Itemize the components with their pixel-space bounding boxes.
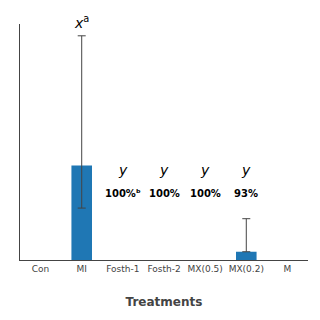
svg-text:93%: 93% [234, 188, 258, 199]
svg-text:MX(0.2): MX(0.2) [229, 264, 264, 274]
svg-text:Con: Con [32, 264, 50, 274]
svg-text:100%: 100% [149, 188, 180, 199]
svg-text:Fosth-1: Fosth-1 [106, 264, 139, 274]
svg-text:MI: MI [76, 264, 86, 274]
svg-text:y: y [118, 162, 128, 178]
svg-text:x​a​: x​a​ [74, 13, 89, 31]
svg-text:100%ᵇ: 100%ᵇ [105, 188, 141, 199]
svg-text:100%: 100% [190, 188, 221, 199]
svg-text:y: y [241, 162, 251, 178]
svg-text:MX(0.5): MX(0.5) [187, 264, 222, 274]
svg-text:M: M [284, 264, 292, 274]
svg-text:y: y [159, 162, 169, 178]
svg-text:y: y [200, 162, 210, 178]
svg-text:Treatments: Treatments [126, 295, 203, 309]
svg-text:Fosth-2: Fosth-2 [147, 264, 180, 274]
